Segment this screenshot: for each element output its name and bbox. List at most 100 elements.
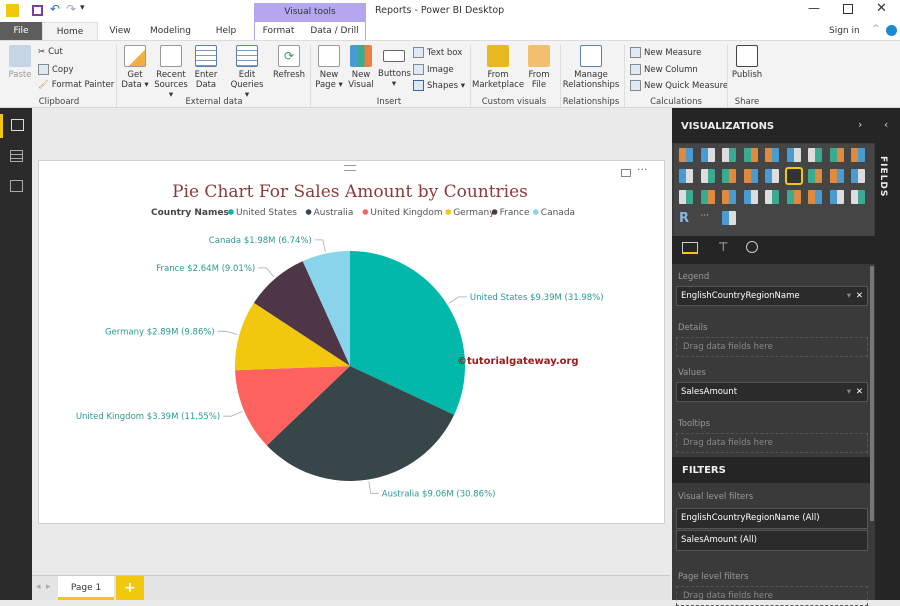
new-page-button[interactable]: New Page ▾: [314, 41, 344, 90]
filter-card-country[interactable]: EnglishCountryRegionName (All): [676, 508, 868, 529]
new-column-button[interactable]: New Column: [630, 64, 698, 75]
analytics-magnifier-icon[interactable]: [746, 241, 758, 253]
expand-fields-icon[interactable]: ‹: [884, 118, 889, 131]
manage-relationships-button[interactable]: Manage Relationships: [562, 41, 620, 90]
visual-type-icon[interactable]: [679, 190, 693, 204]
field-dropdown-icon[interactable]: ▾: [846, 291, 851, 301]
cut-button[interactable]: ✂ Cut: [38, 47, 63, 57]
visual-type-icon[interactable]: [722, 211, 736, 225]
visual-type-icon[interactable]: [700, 148, 715, 162]
legend-field[interactable]: EnglishCountryRegionName ✕ ▾: [676, 286, 868, 306]
visual-type-icon[interactable]: [808, 190, 822, 204]
visual-type-icon[interactable]: [786, 190, 801, 204]
text-box-button[interactable]: Text box: [413, 47, 462, 58]
remove-field-icon[interactable]: ✕: [855, 291, 863, 301]
filter-card-sales[interactable]: SalesAmount (All): [676, 530, 868, 551]
visual-type-icon[interactable]: [765, 190, 779, 204]
copy-button[interactable]: Copy: [38, 64, 74, 75]
shapes-button[interactable]: Shapes ▾: [413, 80, 465, 91]
pie-chart-visual-icon[interactable]: [784, 167, 803, 185]
new-quick-measure-button[interactable]: New Quick Measure: [630, 80, 728, 91]
visual-type-icon[interactable]: [722, 148, 736, 162]
recent-sources-button[interactable]: Recent Sources ▾: [152, 41, 190, 100]
refresh-button[interactable]: ⟳ Refresh: [272, 41, 306, 80]
format-paint-roller-icon[interactable]: ⊤: [718, 240, 729, 254]
tab-view[interactable]: View: [109, 26, 131, 36]
minimize-button[interactable]: —: [808, 1, 820, 15]
image-button[interactable]: Image: [413, 64, 454, 75]
visual-type-icon[interactable]: [851, 148, 865, 162]
page-bar: ◂ ▸ Page 1 +: [32, 575, 670, 600]
scroll-right-icon[interactable]: ▸: [46, 582, 51, 592]
visual-type-icon[interactable]: [829, 169, 844, 183]
visual-type-icon[interactable]: [765, 169, 779, 183]
sign-in-link[interactable]: Sign in: [829, 26, 860, 36]
add-page-button[interactable]: +: [116, 576, 144, 600]
tab-modeling[interactable]: Modeling: [150, 26, 191, 36]
get-data-button[interactable]: Get Data ▾: [120, 41, 150, 90]
visual-type-icon[interactable]: [722, 169, 736, 183]
visual-type-icon[interactable]: [743, 148, 758, 162]
new-measure-button[interactable]: New Measure: [630, 47, 701, 58]
tab-data-drill[interactable]: Data / Drill: [304, 22, 366, 40]
visual-type-icon[interactable]: [808, 169, 822, 183]
r-script-visual-icon[interactable]: R: [679, 211, 690, 226]
close-button[interactable]: ✕: [876, 1, 887, 16]
fields-pane-collapsed[interactable]: ‹ FIELDS: [875, 108, 900, 600]
visual-type-icon[interactable]: [700, 169, 715, 183]
values-field[interactable]: SalesAmount ✕ ▾: [676, 382, 868, 402]
tooltips-dropzone[interactable]: Drag data fields here: [676, 433, 868, 453]
collapse-viz-icon[interactable]: ›: [858, 118, 863, 131]
enter-data-button[interactable]: Enter Data: [192, 41, 220, 90]
scroll-left-icon[interactable]: ◂: [36, 582, 41, 592]
tab-file[interactable]: File: [0, 22, 42, 40]
visual-type-icon[interactable]: [808, 148, 822, 162]
remove-field-icon[interactable]: ✕: [855, 387, 863, 397]
visual-type-icon[interactable]: [700, 190, 715, 204]
collapse-ribbon-icon[interactable]: ^: [872, 24, 880, 34]
quick-access-dropdown-icon[interactable]: ▾: [80, 3, 85, 13]
visual-type-icon[interactable]: [786, 148, 801, 162]
fields-tab-icon[interactable]: [682, 242, 698, 254]
from-file-button[interactable]: From File: [526, 41, 552, 90]
tab-help[interactable]: Help: [215, 26, 237, 36]
edit-queries-button[interactable]: Edit Queries ▾: [228, 41, 266, 100]
visual-type-icon[interactable]: [829, 148, 844, 162]
paste-button[interactable]: Paste: [6, 41, 34, 80]
buttons-button[interactable]: Buttons ▾: [378, 41, 411, 89]
help-icon[interactable]: [886, 25, 897, 36]
publish-button[interactable]: Publish: [730, 41, 764, 80]
legend-marker: [305, 209, 312, 215]
pane-scrollbar[interactable]: [870, 266, 874, 521]
page-tab-page-1[interactable]: Page 1: [58, 576, 114, 600]
visual-type-icon[interactable]: [679, 148, 693, 162]
details-dropzone[interactable]: Drag data fields here: [676, 337, 868, 357]
from-marketplace-button[interactable]: From Marketplace: [472, 41, 524, 90]
visual-type-icon[interactable]: [679, 169, 693, 183]
tab-home[interactable]: Home: [42, 22, 98, 40]
pie-chart-visual[interactable]: ··· Pie Chart For Sales Amount by Countr…: [38, 160, 665, 524]
page-filters-dropzone[interactable]: Drag data fields here: [676, 586, 868, 606]
redo-icon[interactable]: ↷: [66, 2, 77, 16]
focus-mode-icon[interactable]: [621, 169, 631, 177]
more-visuals-icon[interactable]: ···: [700, 211, 710, 221]
maximize-button[interactable]: [843, 4, 853, 14]
report-view-icon[interactable]: [0, 114, 32, 138]
drag-handle-icon[interactable]: [344, 165, 356, 171]
visual-type-icon[interactable]: [743, 169, 758, 183]
format-painter-button[interactable]: 🖌 Format Painter: [38, 80, 115, 90]
visual-type-icon[interactable]: [851, 169, 865, 183]
visual-type-icon[interactable]: [743, 190, 758, 204]
visual-type-icon[interactable]: [765, 148, 779, 162]
tab-format[interactable]: Format: [254, 22, 302, 40]
visual-type-icon[interactable]: [851, 190, 865, 204]
visual-type-icon[interactable]: [722, 190, 736, 204]
save-icon[interactable]: [32, 5, 43, 16]
more-options-icon[interactable]: ···: [637, 163, 648, 176]
visual-type-icon[interactable]: [829, 190, 844, 204]
new-visual-button[interactable]: New Visual: [346, 41, 376, 90]
model-view-icon[interactable]: [10, 180, 23, 192]
field-dropdown-icon[interactable]: ▾: [846, 387, 851, 397]
data-view-icon[interactable]: [10, 150, 23, 162]
undo-icon[interactable]: ↶: [50, 2, 61, 16]
